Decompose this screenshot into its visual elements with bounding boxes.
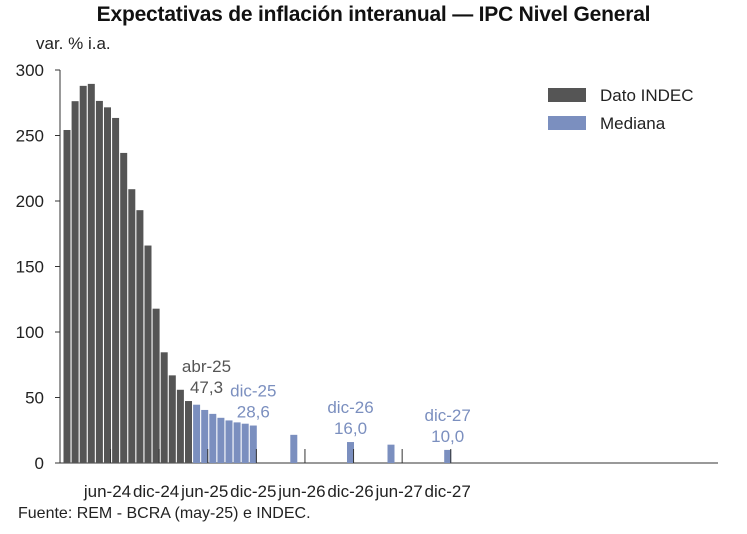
bar-dato-indec-2025-02 — [168, 375, 176, 463]
annotation-value-2026-12: 16,0 — [334, 419, 367, 438]
legend-swatch-dato-indec — [548, 88, 586, 102]
legend-label-mediana: Mediana — [600, 114, 666, 133]
source-note: Fuente: REM - BCRA (may-25) e INDEC. — [18, 505, 311, 522]
bar-mediana-2025-05 — [193, 404, 201, 463]
y-tick-label-150: 150 — [16, 258, 44, 277]
x-tick-label-2026-06: jun-26 — [277, 482, 325, 501]
bar-mediana-2025-09 — [225, 420, 233, 463]
bar-mediana-2025-06 — [201, 409, 209, 463]
bar-mediana-2027-12 — [444, 449, 452, 463]
y-tick-label-250: 250 — [16, 127, 44, 146]
x-tick-label-2027-12: dic-27 — [425, 482, 471, 501]
x-tick-label-2024-12: dic-24 — [133, 482, 179, 501]
x-tick-label-2024-06: jun-24 — [83, 482, 131, 501]
x-tick-label-2025-06: jun-25 — [180, 482, 228, 501]
bar-mediana-2025-07 — [209, 413, 217, 463]
bar-mediana-2025-08 — [217, 417, 225, 463]
bar-dato-indec-2024-02 — [71, 101, 79, 463]
annotation-label-2025-04: abr-25 — [182, 357, 231, 376]
legend-swatch-mediana — [548, 116, 586, 130]
bar-dato-indec-2024-04 — [87, 83, 95, 464]
bar-dato-indec-2025-04 — [185, 401, 192, 463]
legend-label-dato-indec: Dato INDEC — [600, 86, 694, 105]
annotation-value-2025-12: 28,6 — [237, 403, 270, 422]
y-tick-label-100: 100 — [16, 323, 44, 342]
annotation-label-2027-12: dic-27 — [425, 406, 471, 425]
bar-mediana-2027-05 — [387, 444, 395, 463]
bar-mediana-2025-11 — [241, 423, 249, 463]
bar-dato-indec-2024-10 — [136, 210, 144, 463]
bar-dato-indec-2024-01 — [63, 129, 71, 464]
annotation-label-2025-12: dic-25 — [230, 382, 276, 401]
bar-dato-indec-2024-05 — [95, 100, 103, 463]
bar-dato-indec-2024-11 — [144, 245, 152, 463]
y-tick-label-300: 300 — [16, 61, 44, 80]
x-tick-label-2027-06: jun-27 — [374, 482, 422, 501]
bar-mediana-2025-10 — [233, 422, 241, 463]
y-tick-label-0: 0 — [35, 454, 44, 473]
bar-dato-indec-2024-09 — [128, 189, 136, 463]
bar-mediana-2026-12 — [347, 442, 354, 463]
bar-dato-indec-2024-08 — [120, 152, 128, 463]
x-tick-label-2026-12: dic-26 — [327, 482, 373, 501]
x-tick-label-2025-12: dic-25 — [230, 482, 276, 501]
bar-dato-indec-2025-03 — [176, 389, 184, 463]
bar-dato-indec-2024-03 — [79, 85, 87, 463]
y-tick-label-50: 50 — [25, 389, 44, 408]
bar-dato-indec-2024-06 — [104, 107, 111, 464]
bar-dato-indec-2025-01 — [160, 352, 168, 463]
chart-title: Expectativas de inflación interanual — I… — [96, 3, 651, 26]
y-axis-label: var. % i.a. — [36, 34, 111, 53]
y-tick-label-200: 200 — [16, 192, 44, 211]
annotation-value-2027-12: 10,0 — [431, 427, 464, 446]
annotation-value-2025-04: 47,3 — [190, 378, 223, 397]
annotation-label-2026-12: dic-26 — [327, 398, 373, 417]
bar-dato-indec-2024-07 — [112, 117, 120, 464]
bar-mediana-2026-05 — [290, 434, 298, 463]
bar-mediana-2025-12 — [249, 425, 257, 463]
bar-dato-indec-2024-12 — [152, 308, 160, 463]
